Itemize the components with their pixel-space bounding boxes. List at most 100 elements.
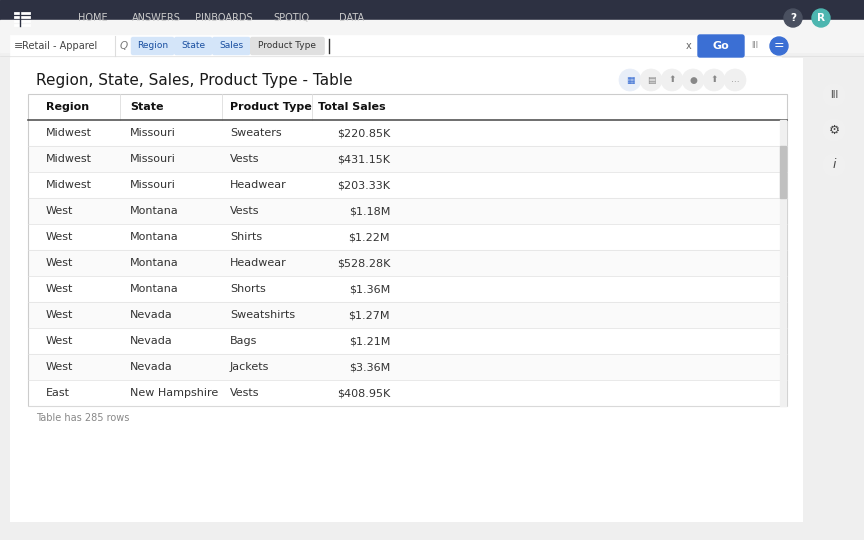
Text: Missouri: Missouri	[130, 128, 176, 138]
Text: State: State	[130, 102, 163, 112]
Circle shape	[619, 69, 641, 91]
Bar	[28, 302, 787, 328]
Text: West: West	[46, 258, 73, 268]
Text: New Hampshire: New Hampshire	[130, 388, 219, 398]
Text: ▦: ▦	[626, 76, 634, 84]
Text: DATA: DATA	[340, 13, 365, 23]
Text: West: West	[46, 284, 73, 294]
Text: West: West	[46, 310, 73, 320]
Text: ⬆: ⬆	[710, 76, 718, 84]
Bar	[10, 35, 781, 57]
Circle shape	[822, 153, 846, 177]
Text: Vests: Vests	[230, 206, 259, 216]
Text: Montana: Montana	[130, 284, 179, 294]
Text: Q: Q	[120, 41, 128, 51]
Text: $528.28K: $528.28K	[337, 258, 390, 268]
Text: Shorts: Shorts	[230, 284, 266, 294]
Circle shape	[784, 9, 802, 27]
Bar	[28, 146, 787, 172]
Text: R: R	[817, 13, 825, 23]
Bar	[10, 58, 803, 522]
Bar	[28, 120, 787, 146]
Text: SPOTIQ: SPOTIQ	[273, 13, 309, 23]
Bar	[780, 120, 786, 406]
Bar	[28, 328, 787, 354]
Text: Total Sales: Total Sales	[318, 102, 385, 112]
Text: Sweatshirts: Sweatshirts	[230, 310, 295, 320]
Bar	[0, 20, 864, 52]
Bar	[28, 250, 787, 276]
Text: $408.95K: $408.95K	[337, 388, 390, 398]
Text: Region, State, Sales, Product Type - Table: Region, State, Sales, Product Type - Tab…	[36, 72, 353, 87]
FancyBboxPatch shape	[251, 37, 324, 55]
Circle shape	[682, 69, 704, 91]
Text: $220.85K: $220.85K	[337, 128, 390, 138]
Text: Midwest: Midwest	[46, 128, 92, 138]
Text: $3.36M: $3.36M	[349, 362, 390, 372]
Bar	[28, 94, 787, 406]
Circle shape	[661, 69, 683, 91]
Text: lll: lll	[752, 42, 759, 51]
Bar	[28, 172, 787, 198]
FancyBboxPatch shape	[213, 37, 250, 55]
Text: =: =	[773, 39, 785, 52]
Circle shape	[770, 37, 788, 55]
Circle shape	[812, 9, 830, 27]
Circle shape	[703, 69, 725, 91]
Text: ...: ...	[731, 76, 740, 84]
Circle shape	[640, 69, 662, 91]
Text: Retail - Apparel: Retail - Apparel	[22, 41, 98, 51]
Bar	[28, 354, 787, 380]
Text: Nevada: Nevada	[130, 310, 173, 320]
Bar	[780, 146, 786, 198]
Text: Region: Region	[46, 102, 89, 112]
Text: ⬆: ⬆	[668, 76, 676, 84]
Text: Shirts: Shirts	[230, 232, 262, 242]
Circle shape	[822, 118, 846, 142]
Text: Missouri: Missouri	[130, 180, 176, 190]
Text: State: State	[181, 42, 206, 51]
Text: lll: lll	[830, 90, 838, 100]
Text: Montana: Montana	[130, 232, 179, 242]
Text: $431.15K: $431.15K	[337, 154, 390, 164]
Text: Vests: Vests	[230, 388, 259, 398]
Text: Sweaters: Sweaters	[230, 128, 282, 138]
Text: West: West	[46, 336, 73, 346]
Text: $1.18M: $1.18M	[349, 206, 390, 216]
Text: Table has 285 rows: Table has 285 rows	[36, 413, 130, 423]
Bar	[0, 0, 864, 36]
Text: West: West	[46, 206, 73, 216]
Text: West: West	[46, 362, 73, 372]
Text: West: West	[46, 232, 73, 242]
Text: Vests: Vests	[230, 154, 259, 164]
Text: Jackets: Jackets	[230, 362, 270, 372]
FancyBboxPatch shape	[698, 35, 744, 57]
Circle shape	[724, 69, 746, 91]
Text: Nevada: Nevada	[130, 336, 173, 346]
Text: East: East	[46, 388, 70, 398]
Text: Sales: Sales	[219, 42, 244, 51]
Text: $1.27M: $1.27M	[348, 310, 390, 320]
Text: $1.22M: $1.22M	[348, 232, 390, 242]
Text: i: i	[832, 159, 835, 172]
Text: Montana: Montana	[130, 206, 179, 216]
Text: Midwest: Midwest	[46, 180, 92, 190]
Text: Bags: Bags	[230, 336, 257, 346]
Text: x: x	[686, 41, 692, 51]
Bar	[28, 224, 787, 250]
Text: PINBOARDS: PINBOARDS	[195, 13, 253, 23]
Text: Region: Region	[137, 42, 168, 51]
Bar	[28, 198, 787, 224]
Text: Go: Go	[713, 41, 729, 51]
FancyBboxPatch shape	[175, 37, 212, 55]
Text: ?: ?	[790, 13, 796, 23]
Text: $1.36M: $1.36M	[349, 284, 390, 294]
Text: Headwear: Headwear	[230, 180, 287, 190]
Bar	[0, 36, 864, 54]
Text: ▤: ▤	[647, 76, 655, 84]
Circle shape	[822, 83, 846, 107]
Text: Headwear: Headwear	[230, 258, 287, 268]
Text: Product Type: Product Type	[258, 42, 316, 51]
Text: Midwest: Midwest	[46, 154, 92, 164]
Text: $1.21M: $1.21M	[349, 336, 390, 346]
